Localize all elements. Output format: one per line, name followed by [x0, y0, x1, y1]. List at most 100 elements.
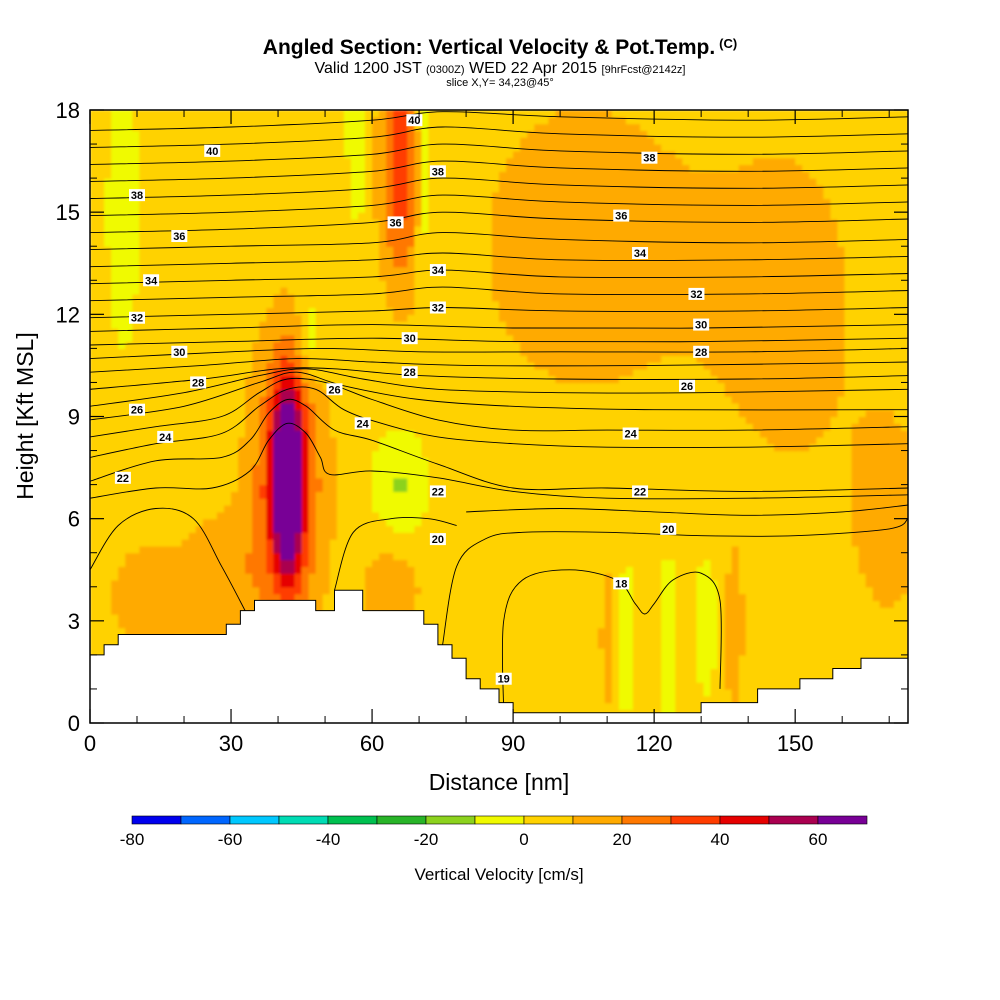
velocity-cell [632, 702, 641, 710]
velocity-cell [717, 545, 726, 554]
velocity-cell [689, 484, 698, 493]
velocity-cell [738, 450, 747, 458]
velocity-cell [280, 450, 289, 458]
velocity-cell [759, 654, 768, 663]
velocity-cell [456, 614, 465, 622]
velocity-cell [287, 573, 296, 581]
velocity-cell [886, 586, 895, 595]
velocity-cell [209, 573, 218, 581]
velocity-cell [294, 464, 303, 472]
velocity-cell [202, 477, 211, 486]
velocity-cell [844, 661, 853, 670]
velocity-cell [357, 566, 366, 574]
velocity-cell [774, 566, 782, 574]
velocity-cell [562, 702, 571, 710]
velocity-cell [252, 450, 260, 458]
velocity-cell [618, 593, 627, 601]
velocity-cell [886, 518, 895, 527]
velocity-cell [534, 702, 542, 710]
velocity-cell [774, 579, 782, 588]
velocity-cell [632, 511, 641, 520]
velocity-cell [216, 525, 225, 533]
velocity-cell [682, 464, 690, 472]
velocity-cell [830, 511, 839, 520]
velocity-cell [618, 505, 627, 513]
velocity-cell [372, 593, 380, 601]
velocity-cell [611, 634, 620, 642]
velocity-cell [365, 573, 373, 581]
velocity-cell [618, 702, 627, 710]
velocity-cell [252, 552, 260, 561]
velocity-cell [844, 430, 853, 438]
velocity-cell [294, 443, 303, 452]
velocity-cell [675, 457, 683, 465]
velocity-cell [153, 525, 162, 533]
velocity-cell [477, 450, 486, 458]
velocity-cell [527, 586, 535, 595]
velocity-cell [202, 607, 211, 615]
velocity-cell [97, 573, 105, 581]
velocity-cell [823, 607, 832, 615]
velocity-cell [202, 511, 211, 520]
velocity-cell [632, 695, 641, 704]
velocity-cell [851, 450, 860, 458]
velocity-cell [477, 607, 486, 615]
velocity-cell [893, 443, 902, 452]
velocity-cell [111, 579, 119, 588]
velocity-cell [809, 668, 817, 676]
velocity-cell [111, 450, 119, 458]
velocity-cell [393, 518, 401, 527]
velocity-cell [724, 498, 733, 506]
velocity-cell [357, 498, 366, 506]
velocity-cell [696, 450, 705, 458]
velocity-cell [731, 682, 740, 690]
velocity-cell [823, 559, 832, 567]
velocity-cell [583, 682, 592, 690]
velocity-cell [287, 498, 296, 506]
velocity-cell [428, 450, 437, 458]
velocity-cell [541, 702, 549, 710]
velocity-cell [893, 579, 902, 588]
velocity-cell [597, 579, 606, 588]
velocity-cell [245, 593, 253, 601]
velocity-cell [632, 675, 641, 683]
velocity-cell [259, 586, 267, 595]
velocity-cell [661, 566, 669, 574]
velocity-cell [668, 600, 676, 608]
velocity-cell [858, 484, 867, 493]
velocity-cell [654, 430, 662, 438]
velocity-cell [583, 464, 592, 472]
velocity-cell [97, 627, 105, 636]
velocity-cell [647, 511, 655, 520]
velocity-cell [661, 457, 669, 465]
velocity-cell [647, 702, 655, 710]
velocity-cell [245, 532, 253, 540]
velocity-cell [118, 566, 126, 574]
velocity-cell [294, 559, 303, 567]
velocity-cell [802, 443, 810, 452]
velocity-cell [738, 675, 747, 683]
velocity-cell [153, 511, 162, 520]
velocity-cell [449, 443, 458, 452]
velocity-cell [569, 532, 578, 540]
velocity-cell [513, 627, 521, 636]
velocity-cell [287, 579, 296, 588]
velocity-cell [435, 593, 444, 601]
velocity-cell [477, 627, 486, 636]
velocity-cell [788, 573, 796, 581]
velocity-cell [167, 566, 176, 574]
velocity-cell [499, 620, 507, 629]
velocity-cell [435, 552, 444, 561]
velocity-cell [484, 470, 493, 479]
velocity-cell [654, 477, 662, 486]
velocity-cell [499, 695, 507, 704]
velocity-cell [463, 532, 472, 540]
velocity-cell [329, 586, 338, 595]
velocity-cell [661, 586, 669, 595]
velocity-cell [640, 470, 648, 479]
velocity-cell [132, 491, 140, 499]
velocity-cell [266, 505, 274, 513]
velocity-cell [900, 470, 908, 479]
velocity-cell [463, 484, 472, 493]
velocity-cell [527, 518, 535, 527]
